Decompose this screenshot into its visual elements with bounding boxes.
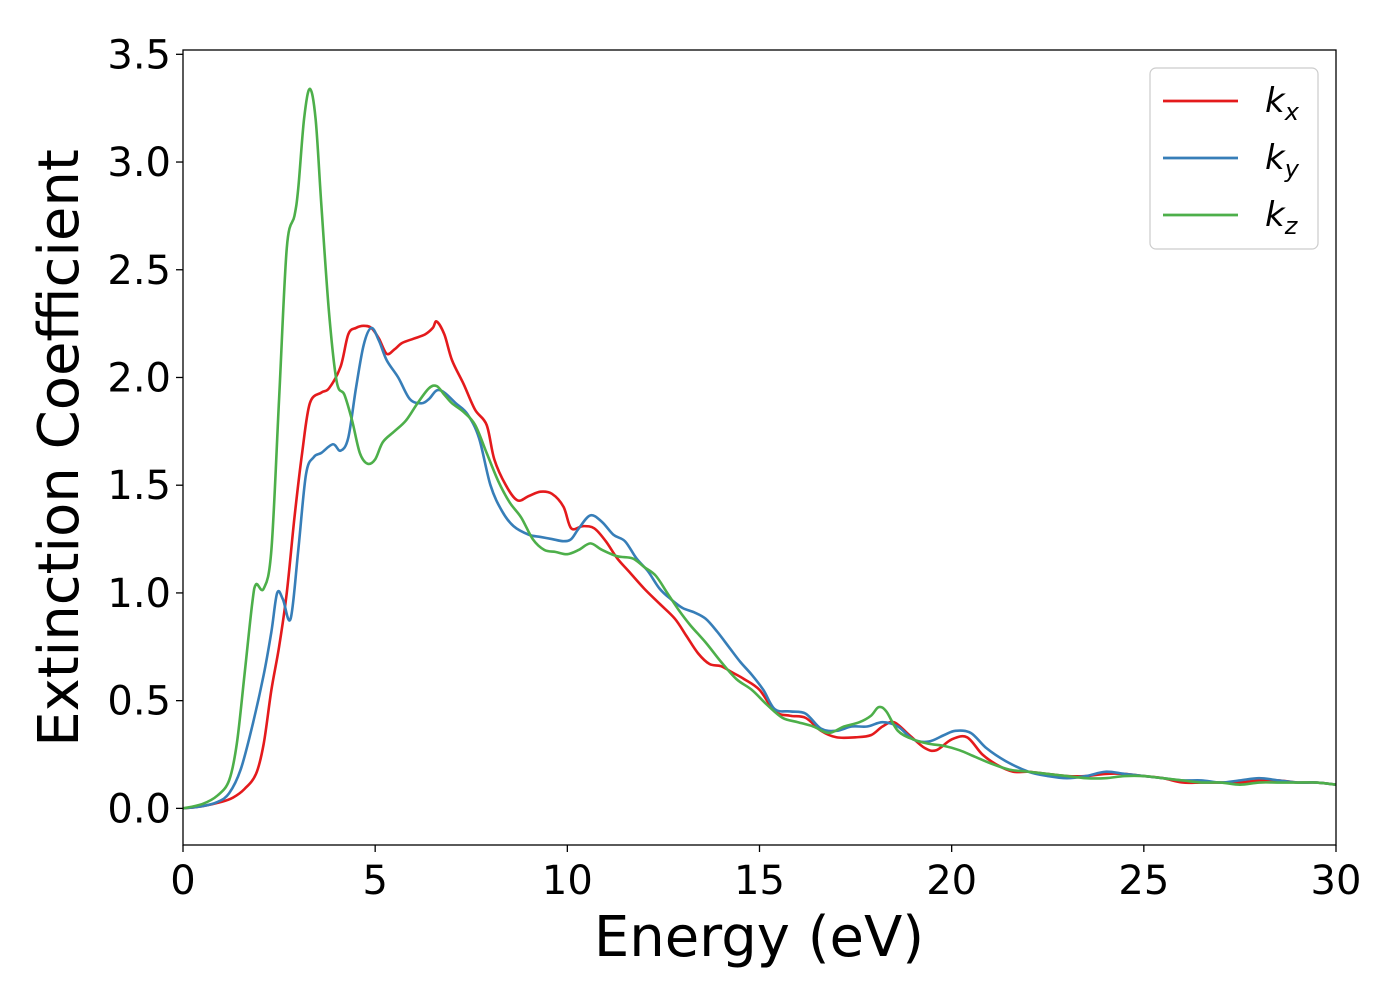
legend-label-kx: kx [1265,81,1300,126]
x-axis-label: Energy (eV) [594,905,924,970]
x-tick-label: 10 [542,858,593,904]
y-tick-label: 3.0 [107,140,171,186]
legend-label-base: k [1265,138,1286,178]
y-tick-label: 3.5 [107,32,171,78]
legend-label-base: k [1265,81,1286,121]
y-tick-label: 0.0 [107,786,171,832]
y-tick-label: 0.5 [107,679,171,725]
legend-label-subscript: x [1284,98,1300,126]
x-tick-label: 0 [170,858,195,904]
series-line-kz [183,87,1336,810]
y-axis: 0.0 0.5 1.0 1.5 2.0 2.5 3.0 3.5 [107,32,183,832]
y-axis-label: Extinction Coefficient [27,149,92,747]
x-tick-label: 30 [1311,858,1362,904]
x-tick-label: 25 [1118,858,1169,904]
y-tick-label: 1.0 [107,571,171,617]
x-axis: 0 5 10 15 20 25 30 [170,845,1361,904]
y-tick-label: 1.5 [107,463,171,509]
series-layer [183,87,1336,810]
legend-label-ky: ky [1265,138,1300,183]
legend-label-subscript: y [1284,155,1300,183]
y-tick-label: 2.0 [107,355,171,401]
legend-label-subscript: z [1284,212,1299,240]
series-line-ky [183,326,1336,810]
legend-label-kz: kz [1265,195,1299,240]
legend-label-base: k [1265,195,1286,235]
x-tick-label: 20 [926,858,977,904]
x-tick-label: 15 [734,858,785,904]
x-tick-label: 5 [362,858,387,904]
y-tick-label: 2.5 [107,248,171,294]
